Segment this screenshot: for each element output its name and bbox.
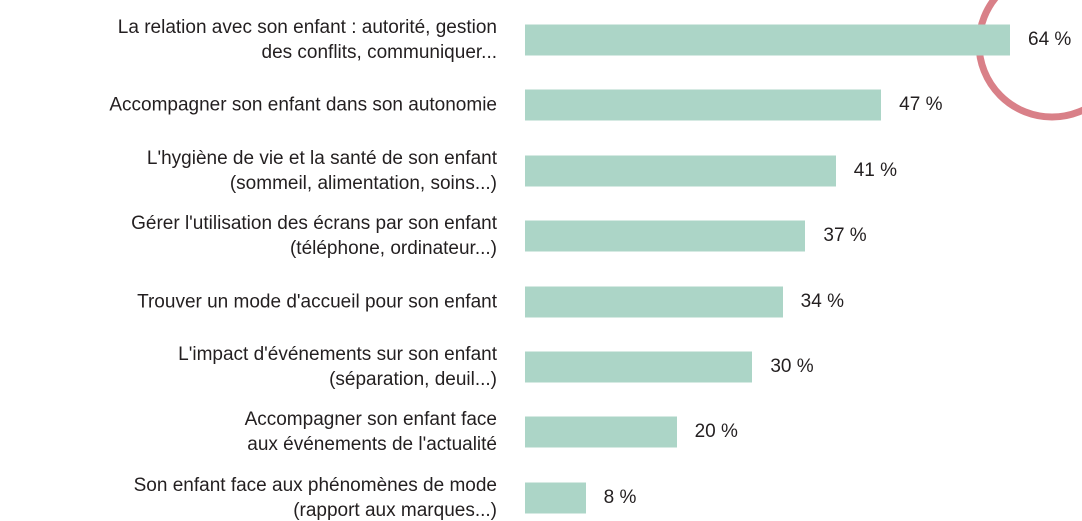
category-label: Accompagner son enfant face aux événemen… <box>244 409 497 456</box>
value-label: 64 % <box>1028 29 1072 50</box>
bar <box>525 155 836 187</box>
bar <box>525 220 806 252</box>
category-label: Son enfant face aux phénomènes de mode (… <box>133 474 497 521</box>
value-label: 20 % <box>694 421 738 443</box>
bar <box>525 351 753 383</box>
value-label: 47 % <box>899 94 943 116</box>
category-label: La relation avec son enfant : autorité, … <box>117 17 497 63</box>
value-label: 8 % <box>603 486 637 508</box>
category-label: L'hygiène de vie et la santé de son enfa… <box>146 147 497 194</box>
category-label: Accompagner son enfant dans son autonomi… <box>109 94 497 116</box>
value-label: 37 % <box>823 225 867 247</box>
bar <box>525 482 586 514</box>
bar <box>525 89 882 121</box>
category-label: L'impact d'événements sur son enfant (sé… <box>178 344 497 390</box>
value-label: 30 % <box>770 356 814 377</box>
value-label: 41 % <box>853 159 898 181</box>
value-label: 34 % <box>800 290 844 312</box>
bar <box>525 24 1010 56</box>
bar <box>525 416 677 448</box>
category-label: Trouver un mode d'accueil pour son enfan… <box>137 291 497 313</box>
bar <box>525 286 783 318</box>
highlight-circle <box>975 0 1082 121</box>
category-label: Gérer l'utilisation des écrans par son e… <box>131 213 497 260</box>
